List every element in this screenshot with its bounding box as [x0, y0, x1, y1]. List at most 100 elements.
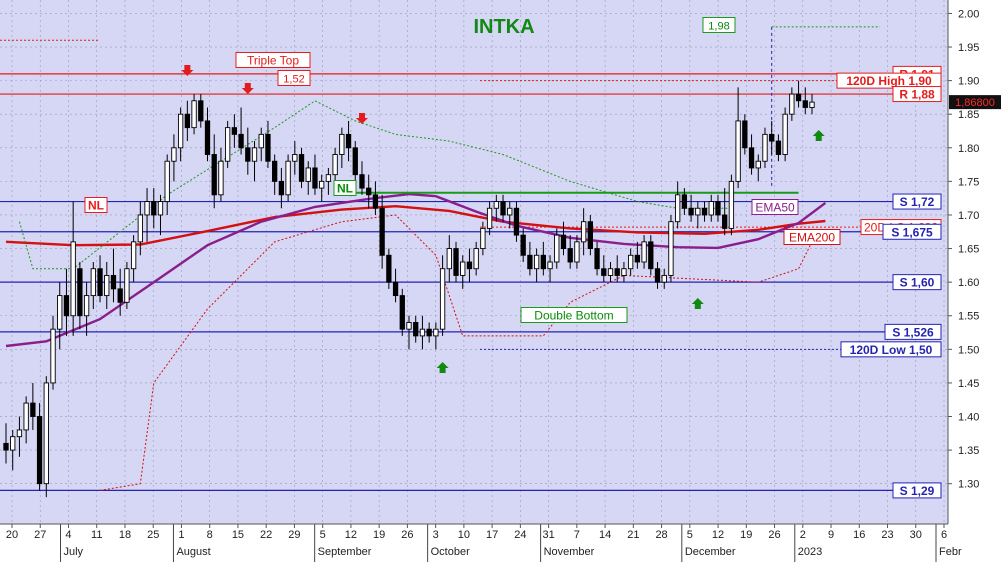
candle-body: [130, 241, 137, 270]
candle-body: [520, 234, 526, 256]
chart-title: INTKA: [473, 16, 534, 38]
x-tick-label: 20: [6, 529, 18, 541]
x-month-label: 2023: [798, 546, 822, 558]
candle-body: [339, 133, 345, 155]
x-tick-label: 28: [655, 529, 667, 541]
candle-body: [433, 328, 439, 337]
candle-body: [191, 100, 197, 129]
candle-body: [352, 147, 358, 176]
x-tick-label: 11: [91, 529, 102, 541]
candle-body: [110, 274, 117, 290]
candle-body: [104, 274, 110, 297]
x-month-label: Febr: [939, 546, 962, 558]
candle-body: [164, 160, 170, 202]
triple-top-label: Triple Top: [247, 54, 299, 68]
x-tick-label: 26: [401, 529, 413, 541]
candle-body: [560, 234, 567, 250]
y-tick-label: 1.70: [958, 210, 979, 222]
level-label: S 1,60: [900, 276, 935, 290]
candle-body: [298, 154, 305, 182]
breakout-arrow: [812, 130, 825, 141]
candle-body: [312, 167, 318, 189]
x-tick-label: 16: [853, 529, 865, 541]
candle-body: [486, 207, 493, 229]
y-tick-label: 1.65: [958, 244, 979, 256]
y-tick-label: 2.00: [958, 8, 979, 20]
y-tick-label: 1.55: [958, 311, 979, 323]
candle-body: [621, 268, 627, 276]
candle-body: [587, 221, 594, 250]
candle-body: [681, 194, 688, 209]
candle-body: [715, 201, 721, 216]
candle-body: [231, 127, 238, 135]
candle-body: [16, 429, 23, 438]
candle-body: [359, 174, 365, 189]
level-label-box: [892, 274, 942, 291]
x-tick-label: 4: [65, 529, 71, 541]
candle-body: [426, 328, 432, 337]
x-month-label: September: [318, 546, 372, 558]
level-label-box: [882, 223, 942, 240]
green-trailing-stop: [18, 100, 732, 270]
candle-body: [184, 113, 190, 129]
x-tick-label: 5: [687, 529, 693, 541]
candle-body: [601, 268, 607, 276]
candle-body: [567, 248, 573, 263]
candle-body: [769, 133, 775, 142]
candle-body: [36, 416, 43, 485]
candle-body: [305, 167, 311, 182]
x-tick-label: 25: [147, 529, 159, 541]
triple-top-arrow-1: [181, 65, 194, 76]
candle-body: [272, 160, 278, 182]
candle-body: [762, 133, 768, 162]
x-tick-label: 12: [345, 529, 357, 541]
neckline-label: NL: [337, 182, 353, 196]
candle-body: [614, 268, 620, 276]
x-tick-label: 23: [881, 529, 893, 541]
candle-body: [63, 295, 70, 317]
neckline-left-label: NL: [88, 199, 104, 213]
x-tick-label: 26: [768, 529, 780, 541]
candle-body: [265, 133, 271, 162]
candle-body: [466, 261, 473, 270]
candle-body: [278, 180, 285, 196]
candle-body: [379, 207, 385, 256]
candle-body: [728, 180, 735, 229]
x-tick-label: 19: [373, 529, 385, 541]
candle-body: [345, 133, 352, 149]
candle-body: [540, 254, 546, 270]
triple-top-height-label: 1,52: [283, 74, 304, 86]
candle-body: [708, 201, 714, 216]
x-month-label: August: [176, 546, 210, 558]
x-month-label: November: [544, 546, 595, 558]
candle-body: [634, 254, 641, 263]
x-tick-label: 3: [433, 529, 439, 541]
level-label: S 1,29: [900, 484, 935, 498]
candle-body: [413, 322, 419, 337]
triple-top-arrow-3: [355, 113, 368, 124]
candle-body: [547, 261, 553, 270]
candle-body: [574, 241, 580, 263]
candle-body: [473, 248, 479, 270]
target-label-box: [702, 17, 736, 33]
candle-body: [245, 147, 251, 162]
candle-body: [157, 201, 164, 216]
candle-body: [775, 140, 782, 155]
double-bottom-label-box: [520, 307, 628, 323]
level-label-box: [884, 323, 942, 340]
candle-body: [628, 254, 634, 270]
candle-body: [406, 322, 412, 330]
candle-body: [460, 261, 466, 276]
y-tick-label: 1.60: [958, 277, 979, 289]
candle-body: [580, 221, 587, 243]
candle-body: [722, 214, 728, 229]
ema200-label-box: [783, 229, 841, 245]
x-tick-label: 6: [941, 529, 947, 541]
candle-body: [795, 93, 802, 102]
x-tick-label: 24: [514, 529, 526, 541]
candle-body: [701, 207, 708, 216]
x-month-label: July: [63, 546, 83, 558]
candle-body: [386, 254, 392, 283]
candle-body: [117, 288, 123, 303]
